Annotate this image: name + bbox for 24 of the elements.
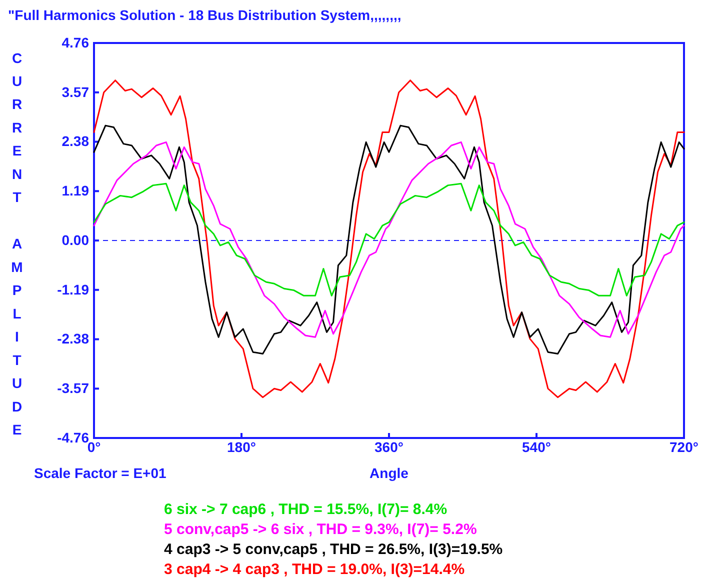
x-tick-label: 0° [87,438,101,455]
text: 3 cap4 -> 4 cap3 , THD = 19.0%, I(3)=14.4% [164,561,465,578]
chart-title: "Full Harmonics Solution - 18 Bus Distribution System,,,,,,,, [8,7,402,23]
text: 6 six -> 7 cap6 , THD = 15.5%, I(7)= 8.4% [164,501,448,518]
y-tick-label: 2.38 [62,133,90,150]
line-series [93,80,685,398]
y-tick-label: -2.38 [57,330,90,347]
x-tick-label: 720° [670,438,698,455]
y-tick-label: 4.76 [62,34,90,50]
x-tick-label: 180° [227,438,256,455]
text: 4 cap3 -> 5 conv,cap5 , THD = 26.5%, I(3)=19.5% [164,541,503,558]
x-tick-label: 540° [522,438,551,455]
x-axis-title: Angle [370,465,409,481]
y-tick-label: 0.00 [62,232,90,248]
y-tick-label: 3.57 [62,84,90,100]
x-tick-label: 360° [374,438,404,455]
text: 5 conv,cap5 -> 6 six , THD = 9.3%, I(7)= 5.2% [164,521,477,538]
text: Scale Factor = E+01 [34,465,167,481]
y-tick-label: -4.76 [57,429,90,446]
line-series [93,182,685,296]
y-tick-label: -1.19 [57,281,90,298]
text: CURRENT AMPLITUDE [11,50,23,438]
y-tick-label: -3.57 [57,380,90,396]
y-tick-label: 1.19 [62,182,90,199]
